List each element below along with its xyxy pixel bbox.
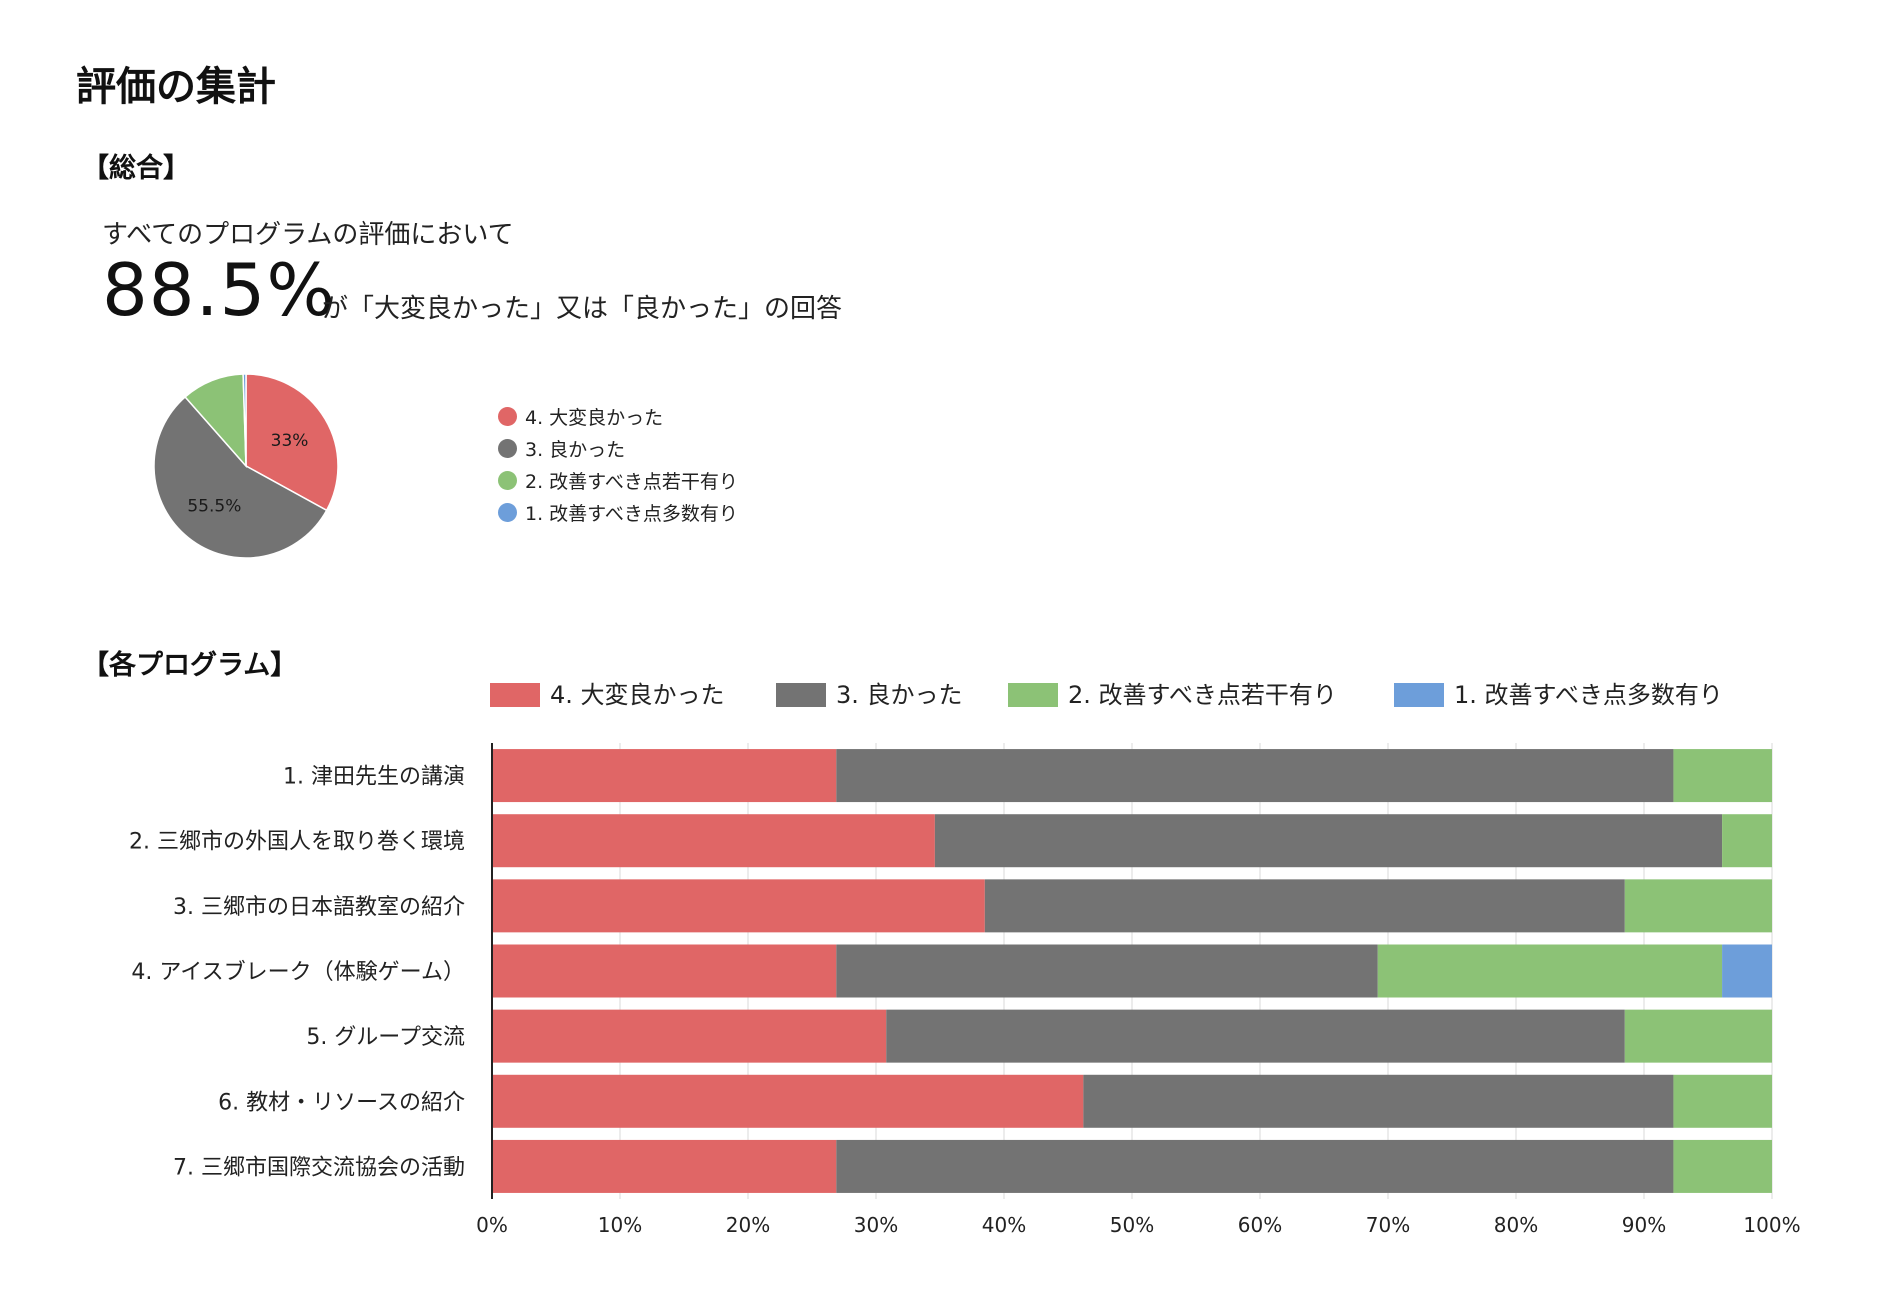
bar-segment bbox=[1673, 1139, 1772, 1193]
bar-legend-label: 4. 大変良かった bbox=[550, 681, 725, 709]
programs-heading: 【各プログラム】 bbox=[82, 650, 298, 681]
bar-segment bbox=[492, 1139, 837, 1193]
pie-chart: 33% 55.5% bbox=[153, 373, 339, 559]
pie-legend-label: 1. 改善すべき点多数有り bbox=[525, 502, 738, 525]
bar-legend-item: 3. 良かった bbox=[776, 681, 963, 709]
answer-text: が「大変良かった」又は「良かった」の回答 bbox=[322, 294, 843, 324]
legend-color-dot bbox=[498, 470, 517, 490]
x-tick-label: 90% bbox=[1622, 1213, 1666, 1237]
pie-legend-item: 4. 大変良かった bbox=[498, 400, 738, 432]
bar-segment bbox=[886, 1009, 1625, 1063]
bar-segment bbox=[1377, 944, 1723, 998]
pie-slice-good bbox=[153, 395, 328, 559]
category-label: 4. アイスブレーク（体験ゲーム） bbox=[131, 960, 465, 985]
overall-heading: 【総合】 bbox=[82, 153, 190, 184]
bar-legend-label: 3. 良かった bbox=[836, 681, 963, 709]
pie-legend-label: 4. 大変良かった bbox=[525, 406, 664, 429]
pie-legend-item: 1. 改善すべき点多数有り bbox=[498, 496, 738, 528]
pie-slice-very-good bbox=[245, 373, 339, 512]
x-tick-label: 70% bbox=[1366, 1213, 1410, 1237]
bar-segment bbox=[492, 1074, 1084, 1128]
bar-segment bbox=[1722, 814, 1772, 868]
legend-swatch bbox=[776, 683, 826, 707]
x-tick-label: 10% bbox=[598, 1213, 642, 1237]
bar-legend-item: 4. 大変良かった bbox=[490, 681, 725, 709]
legend-swatch bbox=[490, 683, 540, 707]
bar-legend-item: 1. 改善すべき点多数有り bbox=[1394, 681, 1723, 709]
x-tick-label: 60% bbox=[1238, 1213, 1282, 1237]
x-tick-label: 20% bbox=[726, 1213, 770, 1237]
x-tick-label: 50% bbox=[1110, 1213, 1154, 1237]
bar-legend-item: 2. 改善すべき点若干有り bbox=[1008, 681, 1337, 709]
category-label: 1. 津田先生の講演 bbox=[283, 765, 465, 790]
bar-legend-label: 1. 改善すべき点多数有り bbox=[1454, 681, 1723, 709]
legend-color-dot bbox=[498, 502, 517, 522]
x-tick-label: 30% bbox=[854, 1213, 898, 1237]
x-tick-label: 40% bbox=[982, 1213, 1026, 1237]
pie-legend: 4. 大変良かった 3. 良かった 2. 改善すべき点若干有り 1. 改善すべき点多数… bbox=[498, 400, 738, 528]
pie-legend-label: 2. 改善すべき点若干有り bbox=[525, 470, 738, 493]
legend-color-dot bbox=[498, 406, 517, 426]
x-tick-label: 100% bbox=[1743, 1213, 1800, 1237]
bar-segment bbox=[492, 879, 985, 933]
x-tick-label: 80% bbox=[1494, 1213, 1538, 1237]
bar-segment bbox=[836, 944, 1378, 998]
legend-color-dot bbox=[498, 438, 517, 458]
bar-segment bbox=[492, 749, 837, 803]
bar-legend-label: 2. 改善すべき点若干有り bbox=[1068, 681, 1337, 709]
pie-slice-much-improvement bbox=[242, 373, 247, 467]
category-label: 3. 三郷市の日本語教室の紹介 bbox=[173, 895, 465, 920]
category-label: 2. 三郷市の外国人を取り巻く環境 bbox=[129, 830, 465, 855]
bar-segment bbox=[1673, 1074, 1772, 1128]
pie-legend-label: 3. 良かった bbox=[525, 438, 626, 461]
bar-segment bbox=[1722, 944, 1772, 998]
category-label: 6. 教材・リソースの紹介 bbox=[218, 1090, 465, 1115]
bar-segment bbox=[492, 944, 837, 998]
pie-data-label: 55.5% bbox=[187, 496, 241, 516]
legend-swatch bbox=[1008, 683, 1058, 707]
legend-swatch bbox=[1394, 683, 1444, 707]
pie-legend-item: 2. 改善すべき点若干有り bbox=[498, 464, 738, 496]
pie-data-label: 33% bbox=[271, 431, 309, 451]
big-percent: 88.5% bbox=[102, 248, 336, 332]
bar-segment bbox=[1673, 749, 1772, 803]
bar-segment bbox=[492, 1009, 887, 1063]
category-label: 7. 三郷市国際交流協会の活動 bbox=[173, 1155, 465, 1180]
x-tick-label: 0% bbox=[476, 1213, 508, 1237]
page-title: 評価の集計 bbox=[76, 64, 276, 110]
bar-segment bbox=[984, 879, 1625, 933]
bar-segment bbox=[492, 814, 935, 868]
bar-segment bbox=[836, 749, 1674, 803]
category-label: 5. グループ交流 bbox=[306, 1025, 465, 1050]
bar-segment bbox=[1624, 1009, 1772, 1063]
bar-segment bbox=[1083, 1074, 1674, 1128]
bar-segment bbox=[836, 1139, 1674, 1193]
bar-segment bbox=[1624, 879, 1772, 933]
pie-legend-item: 3. 良かった bbox=[498, 432, 738, 464]
intro-text: すべてのプログラムの評価において bbox=[102, 220, 514, 250]
bar-segment bbox=[934, 814, 1723, 868]
